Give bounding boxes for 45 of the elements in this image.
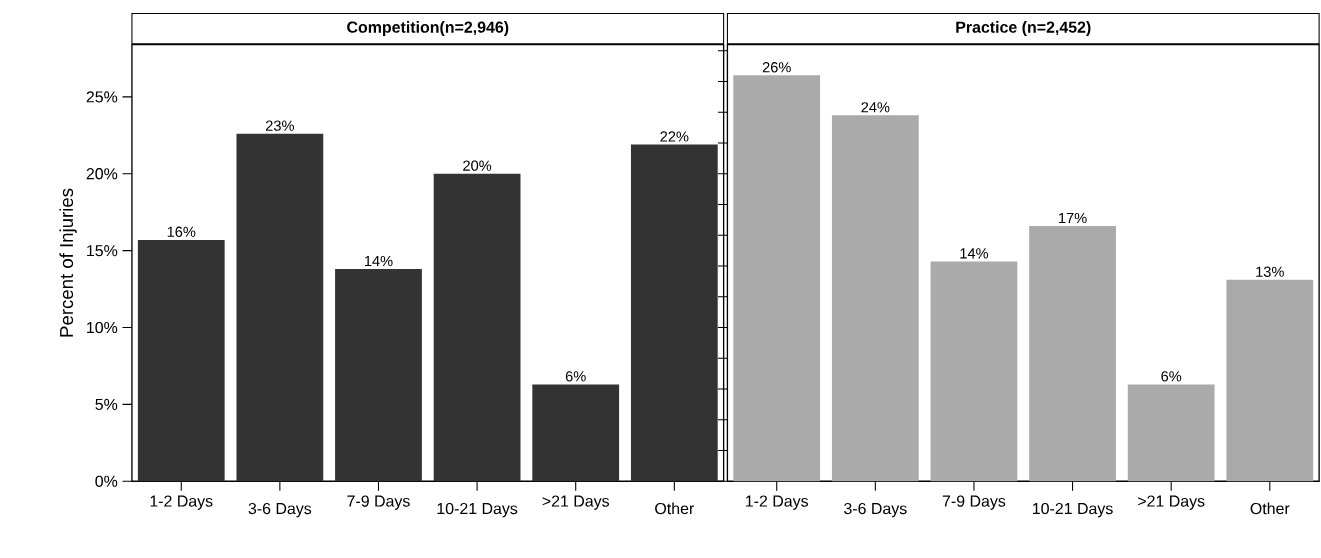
x-tick-label: >21 Days <box>542 495 610 510</box>
x-tick-label: 3-6 Days <box>248 502 312 518</box>
bar <box>831 115 919 482</box>
data-label: 13% <box>1256 266 1284 277</box>
x-tick-label: Other <box>1250 502 1290 515</box>
x-tick-label: Other <box>655 502 694 515</box>
data-label: 6% <box>1161 371 1182 382</box>
x-tick-label: 1-2 Days <box>746 495 809 510</box>
data-label: 23% <box>265 120 294 131</box>
bar <box>137 239 225 482</box>
x-tick-label: 10-21 Days <box>1033 502 1113 518</box>
x-tick-label: 7-9 Days <box>942 495 1006 510</box>
data-label: 6% <box>565 371 586 382</box>
y-tick-label: 10% <box>87 321 118 334</box>
bar <box>1127 384 1215 482</box>
y-tick-label: 15% <box>87 245 118 257</box>
chart-title: Competition(n=2,946) <box>347 21 509 36</box>
data-label: 26% <box>762 62 791 73</box>
y-tick-label: 25% <box>86 91 118 103</box>
chart-title: Practice (n=2,452) <box>956 21 1091 36</box>
bar <box>335 269 422 482</box>
bar <box>630 144 718 482</box>
bar <box>433 173 521 482</box>
y-axis-title: Percent of Injuries <box>59 188 77 337</box>
x-tick-label: 7-9 Days <box>347 495 410 510</box>
data-label: 20% <box>463 160 492 171</box>
data-label: 22% <box>660 131 689 142</box>
x-tick-label: >21 Days <box>1138 495 1205 510</box>
data-label: 16% <box>167 226 196 237</box>
bar <box>1226 279 1314 482</box>
data-label: 14% <box>364 255 393 267</box>
bar <box>532 384 620 482</box>
bar <box>930 261 1018 482</box>
y-tick-label: 5% <box>95 398 118 410</box>
data-label: 17% <box>1059 212 1087 224</box>
data-label: 24% <box>861 102 890 113</box>
bar <box>236 133 324 482</box>
x-tick-label: 3-6 Days <box>844 502 907 518</box>
x-tick-label: 1-2 Days <box>150 495 213 510</box>
y-tick-label: 0% <box>95 475 118 487</box>
bar <box>1029 226 1116 482</box>
bar <box>733 75 821 482</box>
y-tick-label: 20% <box>86 168 118 180</box>
x-tick-label: 10-21 Days <box>437 502 518 518</box>
data-label: 14% <box>960 248 989 259</box>
